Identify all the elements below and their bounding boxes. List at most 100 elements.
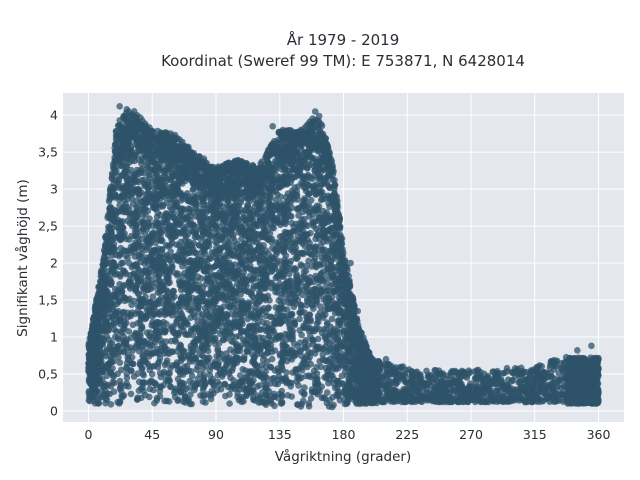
- data-point: [157, 236, 164, 244]
- data-point: [286, 278, 294, 285]
- data-point: [302, 283, 309, 291]
- data-point: [228, 222, 236, 229]
- data-point: [165, 398, 173, 405]
- data-point: [288, 330, 296, 338]
- data-point: [299, 208, 307, 216]
- data-point: [217, 273, 225, 281]
- data-point: [146, 385, 154, 393]
- data-point: [188, 227, 195, 235]
- data-point: [129, 321, 137, 329]
- data-point: [191, 384, 199, 391]
- data-point: [163, 359, 170, 367]
- data-point: [115, 224, 122, 232]
- data-point: [163, 242, 170, 249]
- data-point: [319, 213, 326, 221]
- data-point: [169, 328, 177, 336]
- data-point: [315, 209, 322, 217]
- data-point: [262, 192, 269, 200]
- data-point: [259, 307, 266, 314]
- data-point: [186, 377, 193, 385]
- data-point: [312, 225, 320, 233]
- data-point: [115, 335, 122, 343]
- data-point: [290, 228, 298, 235]
- data-point: [120, 208, 128, 216]
- data-point: [162, 328, 169, 336]
- data-point: [204, 357, 212, 365]
- data-point: [294, 342, 302, 350]
- data-point: [258, 205, 265, 212]
- data-point: [277, 294, 285, 302]
- data-point: [260, 266, 267, 274]
- data-point: [258, 351, 266, 358]
- data-point: [317, 303, 324, 310]
- data-point: [113, 207, 120, 215]
- data-point: [146, 174, 153, 181]
- data-point: [179, 223, 187, 230]
- data-point: [141, 379, 148, 386]
- data-point: [196, 351, 203, 358]
- data-point: [277, 400, 285, 407]
- data-point: [249, 293, 257, 301]
- data-point: [266, 206, 274, 213]
- data-point: [127, 344, 134, 351]
- data-point: [250, 388, 257, 396]
- data-point: [85, 396, 93, 404]
- data-point: [302, 267, 310, 275]
- data-point: [260, 377, 268, 385]
- data-point: [104, 292, 112, 299]
- data-point: [235, 311, 242, 318]
- data-point: [206, 313, 214, 321]
- data-point: [306, 373, 314, 381]
- data-point: [125, 328, 133, 335]
- data-point: [329, 298, 337, 306]
- data-point: [233, 340, 240, 348]
- data-point: [194, 363, 201, 370]
- data-point: [317, 242, 325, 249]
- data-point: [130, 171, 137, 179]
- data-point: [203, 208, 210, 216]
- data-point: [185, 249, 192, 257]
- data-point: [315, 175, 322, 182]
- data-point: [197, 332, 205, 339]
- data-point: [251, 367, 259, 375]
- data-point: [259, 334, 267, 342]
- data-point: [118, 366, 125, 374]
- data-point: [119, 329, 126, 337]
- data-point: [125, 259, 133, 267]
- data-point: [193, 346, 201, 353]
- data-point: [309, 340, 317, 348]
- data-point: [189, 282, 196, 289]
- data-point: [256, 214, 263, 222]
- data-point: [168, 302, 175, 310]
- data-point: [174, 312, 181, 320]
- data-point: [339, 356, 347, 364]
- data-point: [253, 350, 261, 358]
- data-point: [234, 240, 241, 248]
- data-point: [102, 319, 109, 326]
- data-point: [337, 349, 345, 357]
- data-point: [335, 364, 342, 372]
- data-point: [349, 365, 357, 372]
- data-point: [256, 343, 264, 351]
- data-point: [259, 199, 267, 207]
- data-point: [124, 217, 131, 225]
- data-point: [275, 373, 283, 380]
- data-point: [154, 309, 162, 316]
- data-point: [314, 335, 322, 343]
- data-point: [110, 388, 118, 396]
- data-point: [116, 377, 124, 385]
- data-point: [122, 252, 130, 259]
- data-point: [266, 261, 274, 269]
- data-point: [266, 230, 274, 237]
- data-point: [158, 337, 165, 345]
- data-point: [237, 395, 244, 402]
- data-point: [282, 193, 290, 201]
- data-point: [120, 233, 128, 240]
- data-point: [199, 365, 207, 373]
- data-point: [318, 254, 326, 262]
- data-point: [113, 328, 120, 335]
- data-point: [292, 254, 299, 262]
- data-point: [334, 383, 341, 391]
- data-point: [138, 385, 145, 392]
